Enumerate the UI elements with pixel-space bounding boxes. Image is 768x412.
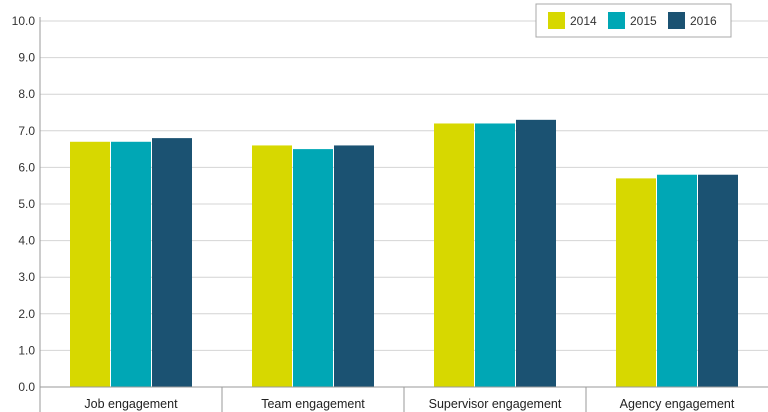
legend-box [535,3,732,38]
bar-2015-job-engagement [111,141,151,387]
legend-label: 2016 [690,14,717,28]
bar-2015-agency-engagement [657,174,697,387]
bar-2014-supervisor-engagement [434,123,474,387]
legend-swatch-2015 [608,12,625,29]
y-tick-label: 6.0 [18,160,35,174]
x-category-label: Agency engagement [620,397,735,411]
x-category-label: Job engagement [84,397,178,411]
y-tick-label: 3.0 [18,270,35,284]
x-category-label: Team engagement [261,397,365,411]
y-tick-label: 0.0 [18,380,35,394]
legend-label: 2015 [630,14,657,28]
bar-2014-team-engagement [252,145,292,387]
y-tick-label: 7.0 [18,124,35,138]
axes: 0.0 1.0 2.0 3.0 4.0 5.0 6.0 7.0 8.0 9.0 10.0 Job en… [12,14,768,412]
legend-label: 2014 [570,14,597,28]
y-tick-label: 1.0 [18,343,35,357]
legend-swatch-2016 [668,12,685,29]
y-tick-label: 5.0 [18,197,35,211]
bars [70,119,738,387]
bar-2015-supervisor-engagement [475,123,515,387]
y-tick-label: 8.0 [18,87,35,101]
y-tick-label: 2.0 [18,307,35,321]
x-category-label: Supervisor engagement [429,397,562,411]
bar-2014-job-engagement [70,141,110,387]
bar-2015-team-engagement [293,149,333,387]
y-tick-label: 9.0 [18,51,35,65]
legend: 2014 2015 2016 [535,3,732,38]
bar-2014-agency-engagement [616,178,656,387]
legend-swatch-2014 [548,12,565,29]
bar-2016-agency-engagement [698,174,738,387]
bar-2016-job-engagement [152,138,192,387]
y-tick-label: 10.0 [12,14,36,28]
y-tick-label: 4.0 [18,234,35,248]
bar-2016-supervisor-engagement [516,119,556,387]
bar-2016-team-engagement [334,145,374,387]
